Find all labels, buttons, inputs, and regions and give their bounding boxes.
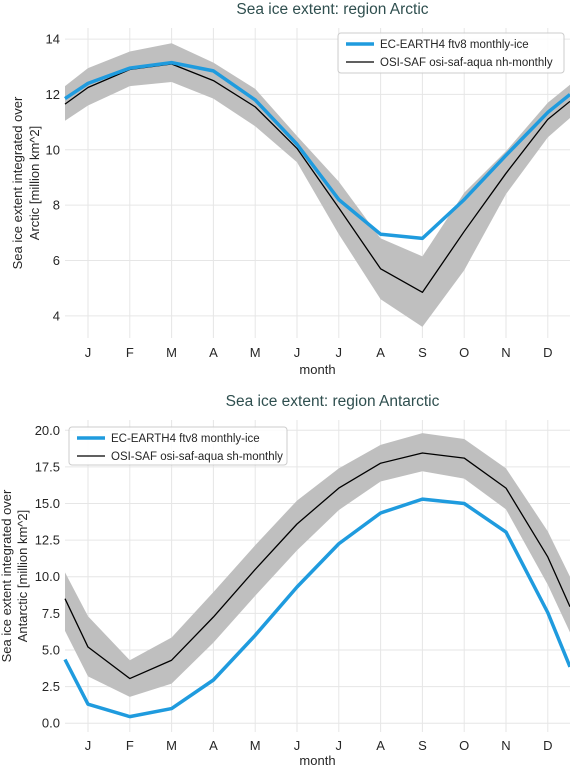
legend-label-model: EC-EARTH4 ftv8 monthly-ice	[380, 39, 529, 51]
y-tick-label: 6	[53, 253, 60, 268]
x-tick-label: M	[250, 738, 261, 753]
x-tick-label: S	[418, 738, 427, 753]
x-tick-label: J	[336, 345, 343, 360]
chart-title: Sea ice extent: region Antarctic	[226, 393, 440, 410]
y-tick-label: 5.0	[42, 642, 60, 657]
obs-series-line	[64, 452, 570, 680]
x-tick-label: O	[459, 345, 469, 360]
legend: EC-EARTH4 ftv8 monthly-ice OSI-SAF osi-sa…	[337, 32, 565, 74]
x-tick-label: F	[126, 738, 134, 753]
model-series-line	[64, 60, 570, 241]
x-tick-label: M	[166, 738, 177, 753]
model-series-line	[63, 497, 570, 719]
x-tick-label: A	[209, 345, 218, 360]
y-axis-label: Sea ice extent integrated over	[0, 489, 14, 662]
chart-antarctic: 0.0 2.5 5.0 7.5 10.0 12.5 15.0 17.5 20.0 J F M A M J J A…	[0, 393, 570, 767]
x-tick-label: M	[250, 345, 261, 360]
x-tick-label: J	[294, 345, 301, 360]
y-axis-label: Arctic [million km^2]	[27, 126, 42, 240]
x-tick-label: J	[85, 345, 92, 360]
y-tick-label: 10	[46, 142, 60, 157]
y-tick-label: 17.5	[35, 459, 60, 474]
chart-arctic: 4 6 8 10 12 14 J F M A M J J A S O N D Sea ice extent: reg…	[10, 1, 570, 377]
x-tick-label: D	[543, 345, 552, 360]
x-tick-label: A	[376, 345, 385, 360]
y-axis-label: Sea ice extent integrated over	[10, 96, 25, 269]
x-tick-label: M	[166, 345, 177, 360]
y-tick-label: 7.5	[42, 606, 60, 621]
x-tick-label: J	[294, 738, 301, 753]
x-tick-label: D	[543, 738, 552, 753]
legend-label-obs: OSI-SAF osi-saf-aqua nh-monthly	[380, 57, 553, 69]
x-axis-label: month	[299, 362, 335, 377]
obs-uncertainty-band	[65, 433, 570, 697]
y-tick-label: 4	[53, 308, 60, 323]
legend-box	[68, 426, 288, 466]
y-tick-label: 2.5	[42, 679, 60, 694]
y-tick-label: 15.0	[35, 496, 60, 511]
x-tick-label: O	[459, 738, 469, 753]
x-tick-label: N	[501, 345, 510, 360]
x-tick-label: F	[126, 345, 134, 360]
x-tick-label: N	[501, 738, 510, 753]
y-tick-label: 20.0	[35, 423, 60, 438]
legend: EC-EARTH4 ftv8 monthly-ice OSI-SAF osi-sa…	[68, 426, 288, 466]
chart-title: Sea ice extent: region Arctic	[236, 1, 428, 18]
y-tick-label: 12.5	[35, 533, 60, 548]
x-axis-label: month	[299, 753, 335, 767]
x-tick-label: J	[85, 738, 92, 753]
x-tick-label: J	[336, 738, 343, 753]
y-tick-label: 0.0	[42, 716, 60, 731]
obs-uncertainty-band	[65, 43, 570, 327]
legend-box	[337, 32, 565, 74]
legend-label-model: EC-EARTH4 ftv8 monthly-ice	[111, 433, 260, 445]
x-tick-label: S	[418, 345, 427, 360]
y-axis-label: Antarctic [million km^2]	[15, 510, 30, 643]
y-tick-label: 10.0	[35, 569, 60, 584]
y-tick-label: 8	[53, 198, 60, 213]
y-tick-label: 14	[46, 32, 60, 47]
y-tick-label: 12	[46, 87, 60, 102]
x-tick-label: A	[376, 738, 385, 753]
x-tick-label: A	[209, 738, 218, 753]
legend-label-obs: OSI-SAF osi-saf-aqua sh-monthly	[111, 451, 283, 463]
